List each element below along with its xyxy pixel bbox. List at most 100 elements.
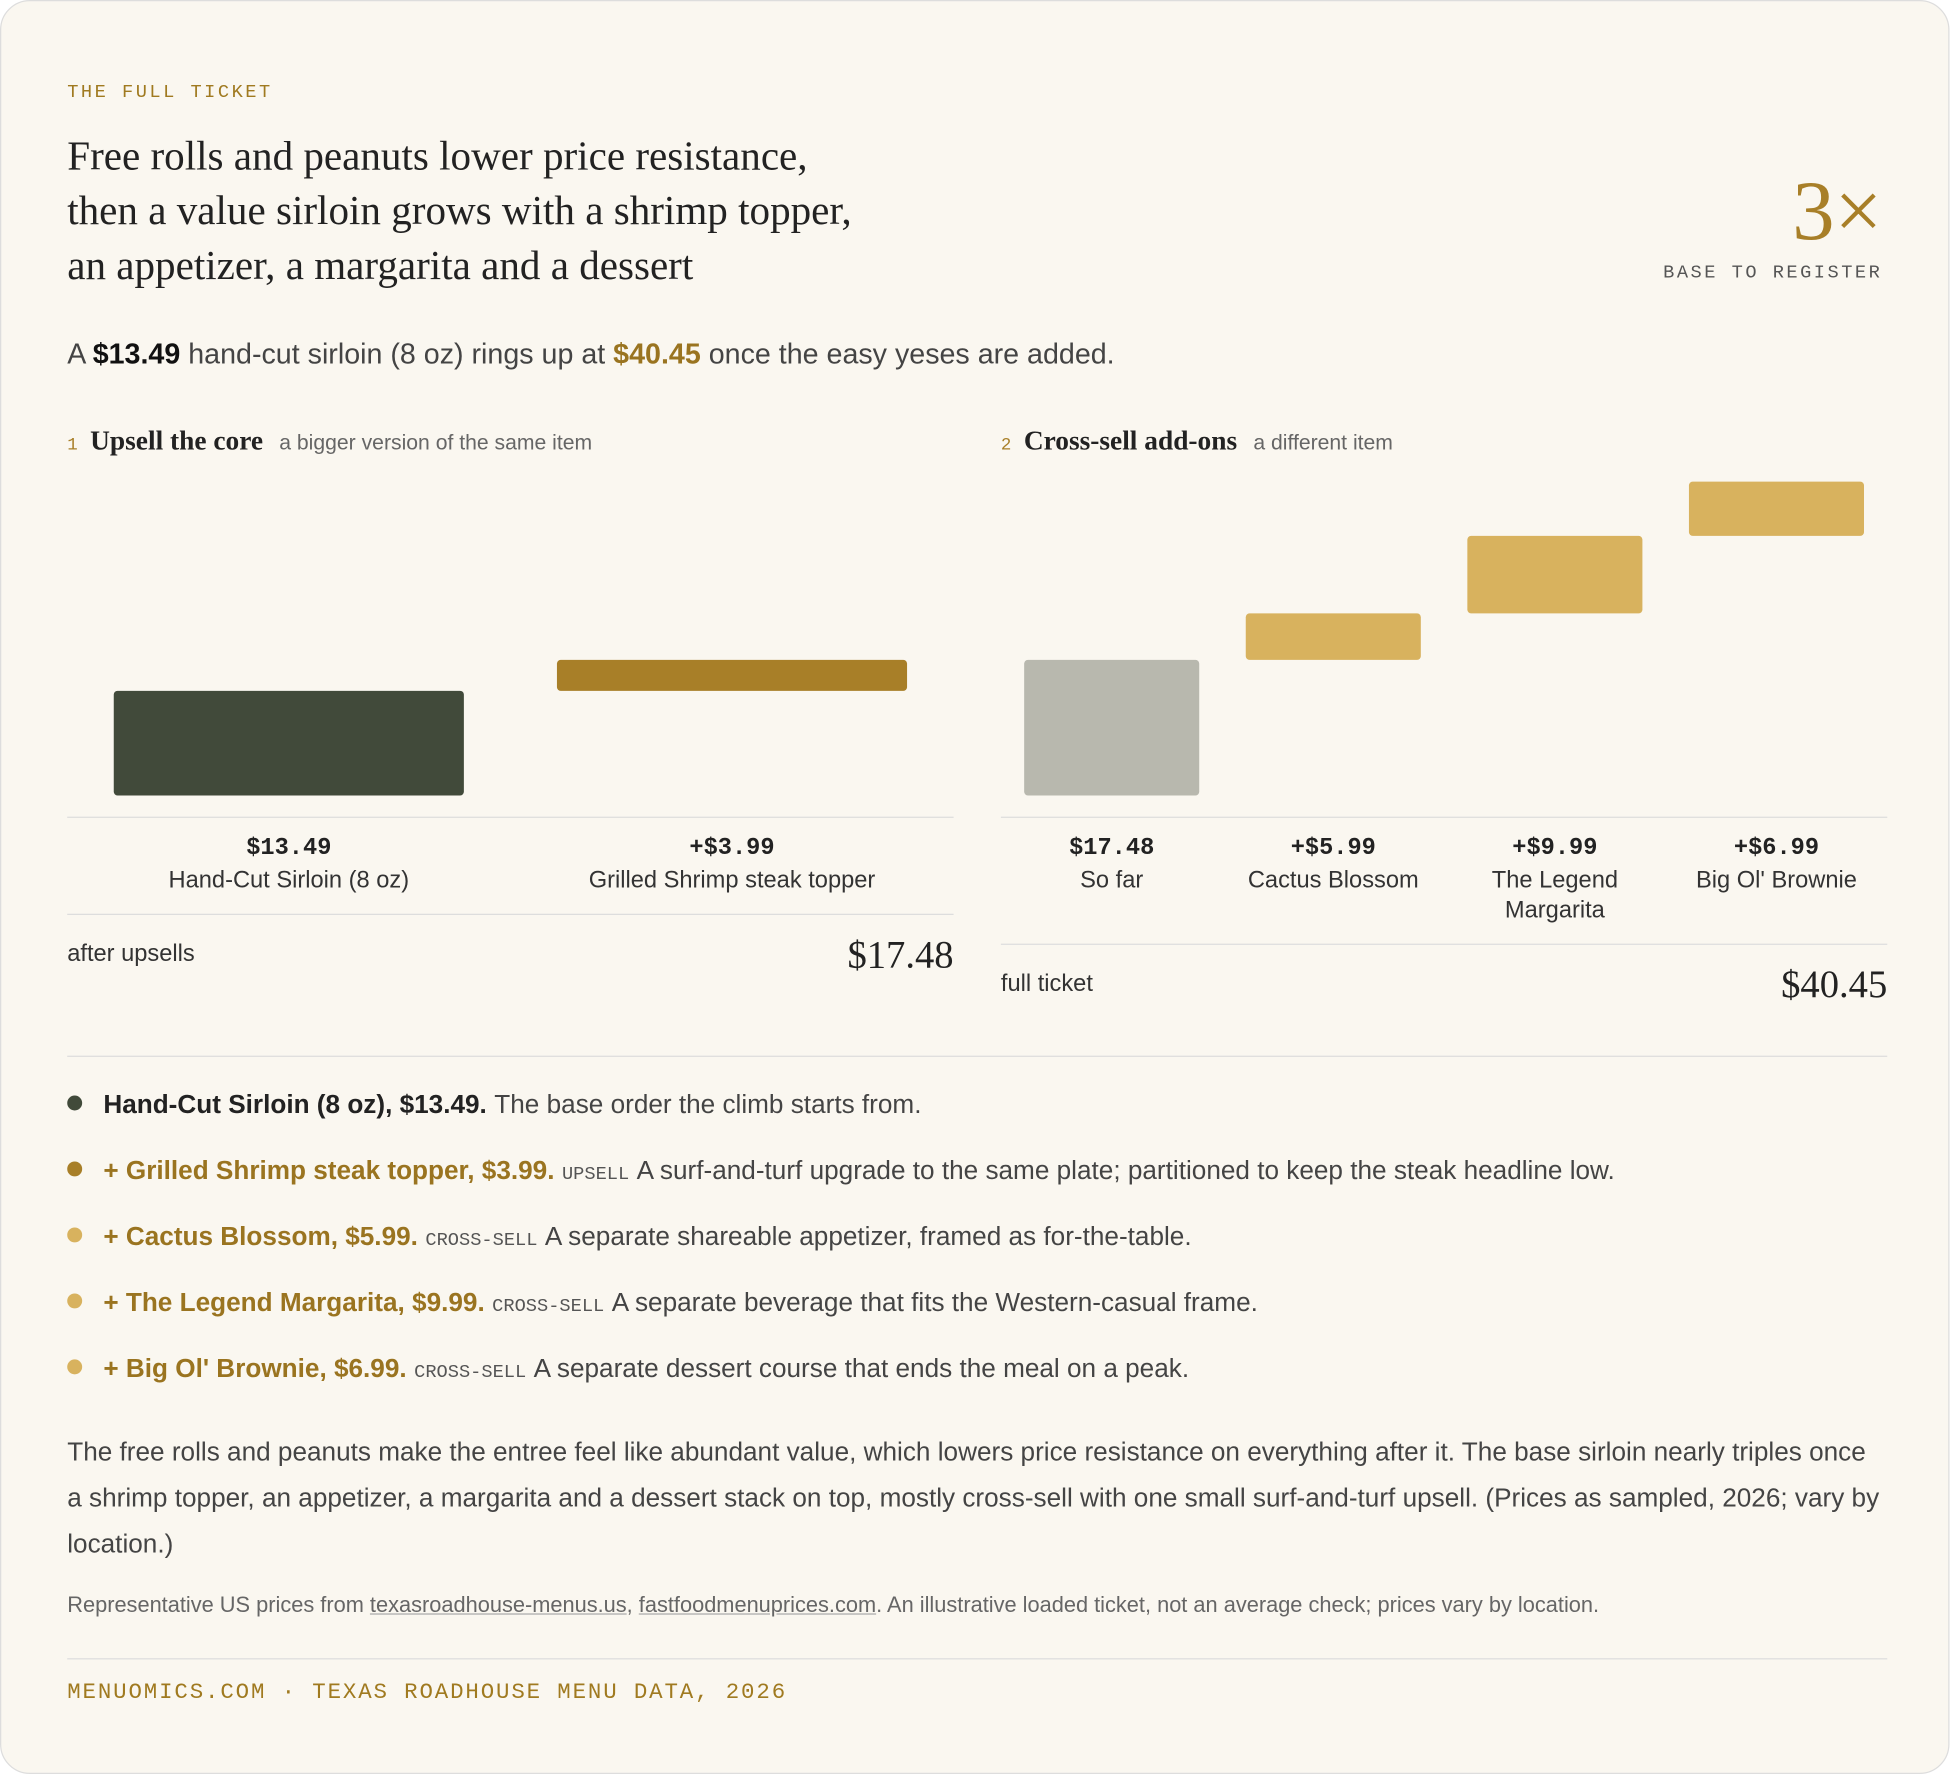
bar (1467, 535, 1643, 614)
item-label: + Cactus Blossom, $5.99. (103, 1222, 418, 1252)
waterfall-chart (1024, 481, 1865, 796)
item-label: Hand-Cut Sirloin (8 oz), $13.49. (103, 1090, 487, 1120)
headline: Free rolls and peanuts lower price resis… (67, 129, 851, 293)
total-value: $40.45 (1781, 962, 1888, 1006)
bar-label: +$9.99 The Legend Margarita (1444, 833, 1666, 926)
source-link[interactable]: texasroadhouse-menus.us (369, 1592, 627, 1618)
eyebrow: THE FULL TICKET (67, 82, 273, 104)
item: Hand-Cut Sirloin (8 oz), $13.49. The base… (67, 1091, 1897, 1157)
intro-part: once the easy yeses are added. (700, 337, 1115, 370)
category-label: The Legend Margarita (1491, 867, 1619, 924)
item-description: A surf-and-turf upgrade to the same plat… (636, 1156, 1615, 1186)
panel-subtitle: a different item (1253, 430, 1393, 455)
bullet-dot (67, 1293, 83, 1309)
headline-line: Free rolls and peanuts lower price resis… (67, 134, 808, 180)
bullet-dot (67, 1227, 83, 1243)
panel-subtitle: a bigger version of the same item (279, 430, 593, 455)
category-label: Grilled Shrimp steak topper (588, 867, 876, 894)
item-description: A separate beverage that fits the Wester… (611, 1288, 1258, 1318)
label-row: $13.49 Hand-Cut Sirloin (8 oz) +$3.99 Grill… (67, 816, 954, 914)
panel-title: Cross-sell add-ons (1023, 424, 1238, 456)
intro-part: $13.49 (92, 337, 181, 370)
divider (67, 1055, 1888, 1057)
item-tag: CROSS-SELL (492, 1295, 605, 1318)
bar-label: $17.48 So far (1001, 833, 1223, 926)
label-row: $17.48 So far +$5.99 Cactus Blossom +$9.99 Th… (1000, 816, 1888, 944)
step-number: 1 (67, 435, 78, 456)
intro-part: A (67, 337, 93, 370)
bar-label: +$5.99 Cactus Blossom (1222, 833, 1444, 926)
summary: The free rolls and peanuts make the entr… (67, 1437, 1880, 1559)
value-label: +$9.99 (1512, 834, 1598, 862)
waterfall-chart (113, 659, 908, 796)
divider (67, 1658, 1888, 1660)
bullet-dot (67, 1359, 83, 1375)
category-label: Hand-Cut Sirloin (8 oz) (168, 867, 410, 894)
chart-panel: 1 Upsell the core a bigger version of the … (67, 425, 954, 978)
source-text: . An illustrative loaded ticket, not an … (876, 1592, 1600, 1618)
headline-line: then a value sirloin grows with a shrimp… (67, 189, 852, 235)
multiple-block: 3× BASE TO REGISTER (1663, 161, 1882, 284)
value-label: +$3.99 (689, 834, 775, 862)
category-label: So far (1080, 867, 1144, 894)
bar-label: +$6.99 Big Ol' Brownie (1666, 833, 1888, 926)
item-description: A separate dessert course that ends the … (533, 1354, 1190, 1384)
intro-part: hand-cut sirloin (8 oz) rings up at (180, 337, 614, 370)
item: + Grilled Shrimp steak topper, $3.99. UPS… (67, 1157, 1897, 1223)
multiple-value: 3× (1792, 163, 1883, 258)
item-tag: UPSELL (561, 1163, 630, 1186)
item: + The Legend Margarita, $9.99. CROSS-SELL… (67, 1288, 1897, 1354)
item-text: + Big Ol' Brownie, $6.99. CROSS-SELL A sep… (103, 1354, 1189, 1384)
intro-part: $40.45 (613, 337, 701, 370)
bar (1024, 659, 1200, 796)
item-text: + Grilled Shrimp steak topper, $3.99. UPS… (103, 1157, 1614, 1187)
bullet-dot (67, 1095, 83, 1111)
item-text: + Cactus Blossom, $5.99. CROSS-SELL A sepa… (103, 1222, 1191, 1252)
source-link[interactable]: fastfoodmenuprices.com (638, 1592, 877, 1618)
item-text: + The Legend Margarita, $9.99. CROSS-SELL… (103, 1288, 1258, 1318)
bullet-dot (67, 1161, 83, 1177)
item: + Cactus Blossom, $5.99. CROSS-SELL A sepa… (67, 1222, 1897, 1288)
source-text: Representative US prices from (67, 1592, 370, 1618)
bar (1245, 613, 1421, 660)
source-text: , (626, 1592, 639, 1618)
total-row: full ticket $40.45 (1000, 943, 1888, 1007)
step-number: 2 (1000, 435, 1012, 456)
item-label: + The Legend Margarita, $9.99. (103, 1288, 485, 1318)
bar (1688, 481, 1865, 536)
panel-header: 1 Upsell the core a bigger version of the … (67, 425, 953, 465)
value-label: +$5.99 (1290, 834, 1376, 862)
item-tag: CROSS-SELL (414, 1361, 527, 1384)
value-label: $13.49 (246, 834, 332, 862)
bar (556, 659, 908, 691)
headline-line: an appetizer, a margarita and a dessert (67, 244, 694, 289)
value-label: $17.48 (1069, 834, 1155, 862)
item-label: + Grilled Shrimp steak topper, $3.99. (103, 1156, 555, 1186)
item-list: Hand-Cut Sirloin (8 oz), $13.49. The base… (67, 1091, 1897, 1421)
value-label: +$6.99 (1733, 834, 1820, 862)
intro: A $13.49 hand-cut sirloin (8 oz) rings u… (67, 337, 1114, 371)
bar (113, 690, 464, 796)
panel-title: Upsell the core (90, 424, 264, 456)
item: + Big Ol' Brownie, $6.99. CROSS-SELL A sep… (67, 1354, 1897, 1420)
source: Representative US prices from texasroadh… (67, 1592, 1599, 1618)
chart-panel: 2 Cross-sell add-ons a different item $17.4… (1000, 424, 1888, 1008)
item-text: Hand-Cut Sirloin (8 oz), $13.49. The base… (103, 1091, 921, 1121)
total-label: after upsells (67, 941, 195, 968)
category-label: Big Ol' Brownie (1695, 867, 1857, 894)
total-value: $17.48 (847, 932, 954, 977)
footer: MENUOMICS.COM · TEXAS ROADHOUSE MENU DAT… (67, 1680, 788, 1706)
item-description: The base order the climb starts from. (494, 1090, 922, 1120)
multiple-label: BASE TO REGISTER (1663, 262, 1883, 284)
bar-label: $13.49 Hand-Cut Sirloin (8 oz) (67, 833, 510, 896)
item-label: + Big Ol' Brownie, $6.99. (103, 1354, 407, 1384)
item-description: A separate shareable appetizer, framed a… (544, 1222, 1192, 1252)
total-row: after upsells $17.48 (67, 913, 954, 977)
category-label: Cactus Blossom (1247, 867, 1419, 894)
item-tag: CROSS-SELL (425, 1229, 538, 1252)
bar-label: +$3.99 Grilled Shrimp steak topper (510, 833, 953, 896)
total-label: full ticket (1000, 971, 1093, 998)
